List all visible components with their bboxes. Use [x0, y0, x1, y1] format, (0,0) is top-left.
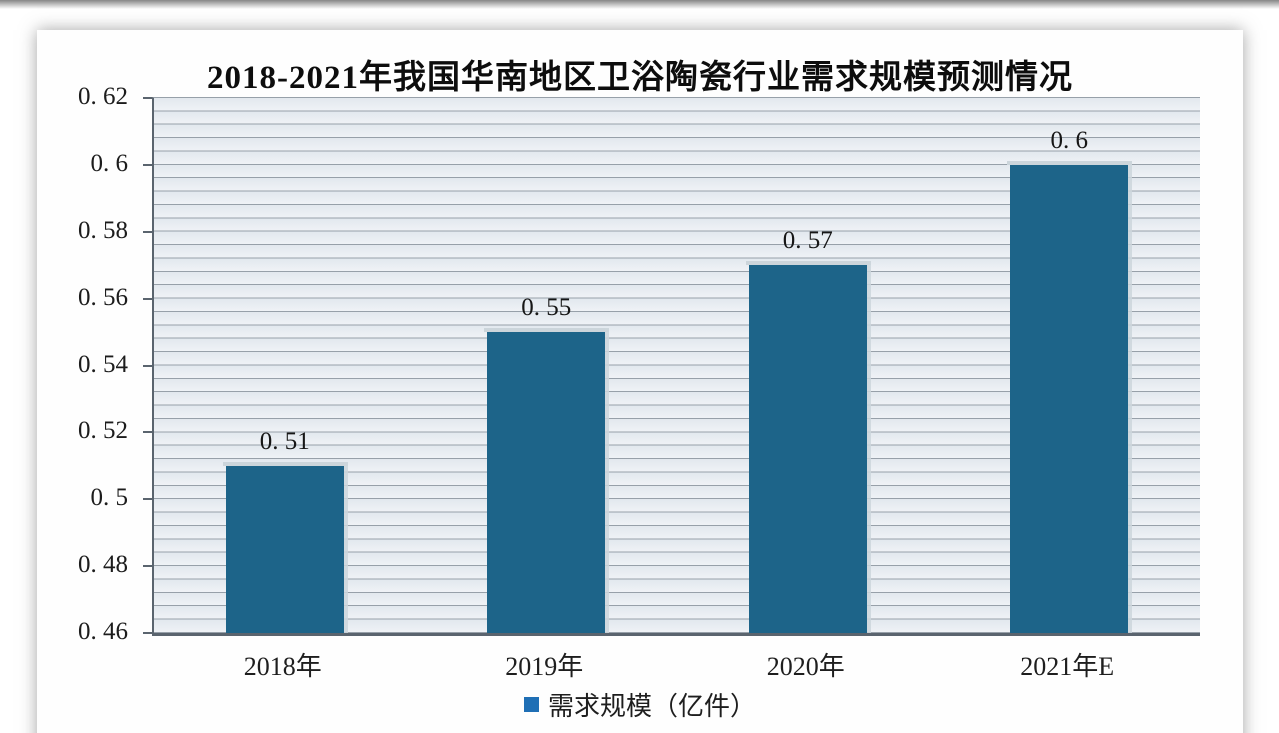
- y-tick-mark: [143, 163, 152, 166]
- y-tick-mark: [143, 431, 152, 434]
- bar-value-label: 0. 55: [521, 294, 572, 322]
- bar: [222, 461, 348, 634]
- bar-value-label: 0. 57: [782, 227, 833, 255]
- y-tick-mark: [143, 364, 152, 367]
- y-tick-mark: [143, 297, 152, 300]
- bar: [484, 328, 609, 633]
- legend: 需求规模（亿件）: [37, 686, 1243, 722]
- y-tick-mark: [143, 230, 152, 233]
- y-tick-label: 0. 58: [78, 216, 128, 244]
- bar-value-label: 0. 6: [1050, 126, 1089, 154]
- y-tick-label: 0. 54: [78, 350, 128, 378]
- chart-title: 2018-2021年我国华南地区卫浴陶瓷行业需求规模预测情况: [207, 60, 1073, 96]
- y-tick-mark: [143, 632, 152, 634]
- bar-value-label: 0. 51: [259, 427, 310, 455]
- y-tick-label: 0. 56: [78, 283, 128, 311]
- y-axis-labels: 0. 62 0. 6 0. 58 0. 56 0. 54 0. 52 0. 5 0. 48 0.…: [37, 83, 142, 645]
- legend-marker-icon: [523, 696, 539, 712]
- x-category-label: 2018年: [243, 652, 322, 681]
- page-top-shadow: [0, 0, 1279, 9]
- y-tick-label: 0. 5: [90, 484, 129, 512]
- y-tick-mark: [143, 498, 152, 501]
- bar: [1007, 160, 1132, 634]
- chart-card: 2018-2021年我国华南地区卫浴陶瓷行业需求规模预测情况 0. 62 0. 6…: [37, 30, 1243, 733]
- y-tick-label: 0. 46: [78, 618, 128, 645]
- x-axis-labels: 2018年 2019年 2020年 2021年E: [152, 646, 1198, 681]
- plot-area: 0. 51 0. 55 0. 57 0. 6: [143, 97, 1200, 636]
- legend-label: 需求规模（亿件）: [547, 691, 756, 721]
- y-tick-mark: [143, 97, 152, 99]
- x-category-label: 2021年E: [1020, 652, 1115, 681]
- y-tick-label: 0. 48: [78, 551, 128, 579]
- y-tick-mark: [143, 565, 152, 568]
- x-category-label: 2019年: [505, 652, 584, 681]
- y-tick-label: 0. 52: [78, 417, 128, 445]
- x-category-label: 2020年: [766, 652, 845, 681]
- y-tick-label: 0. 62: [78, 83, 128, 110]
- bar: [745, 261, 871, 633]
- y-tick-label: 0. 6: [90, 149, 129, 177]
